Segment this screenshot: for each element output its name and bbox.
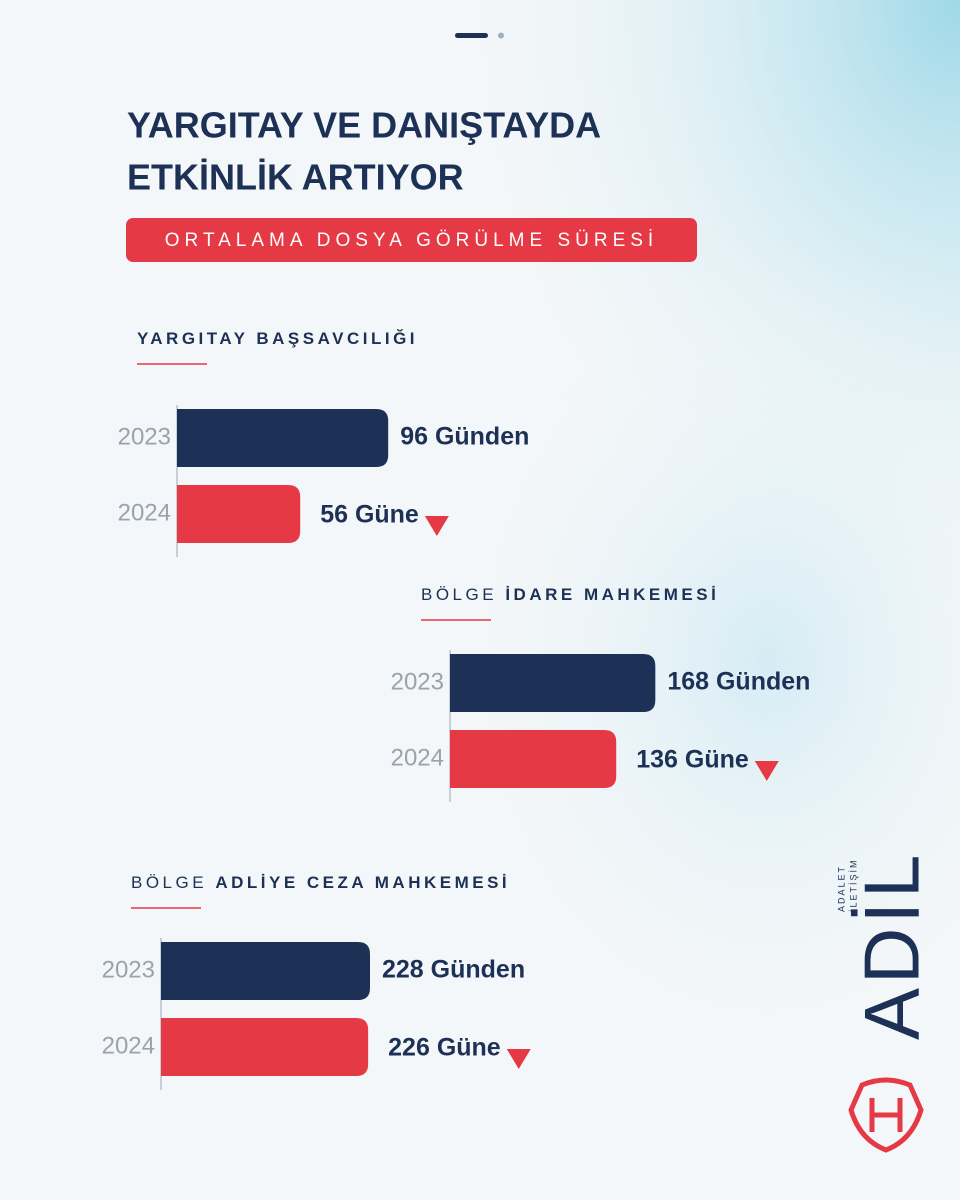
value-label: 96 Günden — [400, 423, 529, 451]
chart-title: YARGITAY BAŞSAVCILIĞI — [137, 329, 418, 348]
logo-tagline: ADALET — [836, 865, 846, 912]
chart-title-main: YARGITAY BAŞSAVCILIĞI — [137, 329, 418, 348]
logo-name: ADİL — [848, 851, 936, 1040]
value-label: 228 Günden — [382, 956, 525, 984]
value-label: 56 Güne — [320, 501, 419, 529]
title: ETKİNLİK ARTIYOR — [127, 157, 464, 198]
subtitle: ORTALAMA DOSYA GÖRÜLME SÜRESİ — [165, 230, 658, 251]
logo: ADİL ADALET İLETİŞİM — [836, 851, 935, 1040]
decrease-arrow — [506, 1049, 531, 1069]
value-label: 226 Güne — [388, 1034, 501, 1062]
decrease-arrow — [754, 761, 779, 781]
bar — [161, 942, 370, 1000]
category-label: 2024 — [391, 744, 444, 771]
subtitle-badge — [126, 218, 697, 262]
category-label: 2023 — [391, 668, 444, 695]
chart-title-main: İDARE MAHKEMESİ — [505, 585, 719, 604]
logo-shield — [848, 1077, 924, 1153]
chart-title-prefix: BÖLGE — [421, 585, 497, 604]
bar — [161, 1018, 369, 1076]
category-label: 2023 — [102, 956, 155, 983]
page-indicator — [498, 32, 504, 39]
category-label: 2024 — [102, 1032, 155, 1059]
value-label: 168 Günden — [667, 668, 810, 696]
category-label: 2023 — [118, 423, 171, 450]
logo-tagline: İLETİŞİM — [848, 858, 858, 912]
chart-title-main: ADLİYE CEZA MAHKEMESİ — [215, 873, 510, 892]
logo-mark — [869, 1098, 903, 1132]
title: YARGITAY VE DANIŞTAYDA — [127, 105, 601, 146]
chart-title-prefix: BÖLGE — [131, 873, 207, 892]
category-label: 2024 — [118, 499, 171, 526]
page-indicator — [455, 33, 488, 38]
decrease-arrow — [424, 516, 449, 536]
bar — [177, 485, 301, 543]
chart-title: BÖLGE ADLİYE CEZA MAHKEMESİ — [131, 873, 510, 892]
value-label: 136 Güne — [636, 746, 749, 774]
bar — [450, 654, 656, 712]
bar — [177, 409, 389, 467]
chart-title: BÖLGE İDARE MAHKEMESİ — [421, 585, 719, 604]
bar — [450, 730, 617, 788]
